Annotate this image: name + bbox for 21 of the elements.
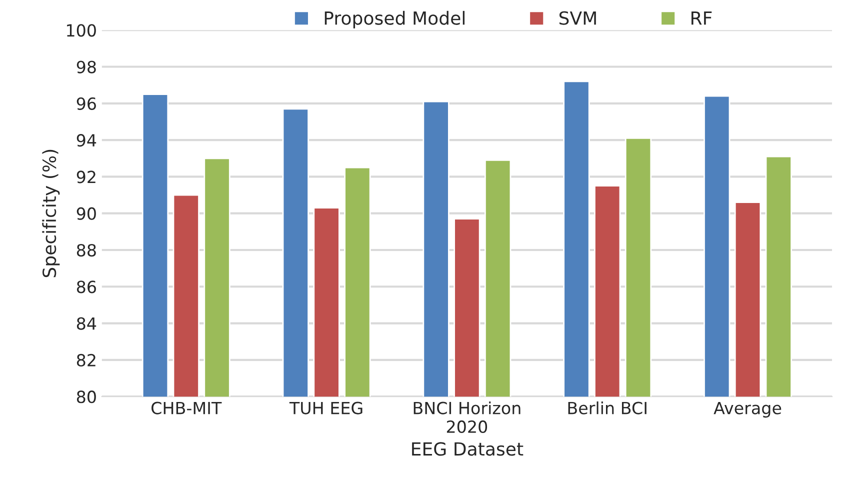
x-tick-label: Berlin BCI — [568, 401, 646, 414]
x-tick-label: CHB-MIT — [152, 402, 222, 414]
x-axis-title: EEG Dataset — [412, 442, 524, 456]
legend-label: RF — [692, 11, 712, 25]
y-tick-label: 96 — [76, 97, 96, 110]
y-tick-label: 94 — [76, 134, 96, 147]
x-tick-label: Average — [714, 402, 782, 418]
y-tick-label: 90 — [76, 207, 96, 220]
y-tick-label: 82 — [76, 354, 96, 367]
y-tick-label: 98 — [76, 60, 96, 74]
y-tick-label: 88 — [76, 244, 96, 257]
y-tick-label: 92 — [76, 170, 96, 184]
y-tick-label: 100 — [67, 24, 96, 37]
y-tick-label: 80 — [76, 390, 96, 404]
y-tick-label: 84 — [76, 317, 96, 330]
legend-label: Proposed Model — [324, 10, 464, 28]
x-tick-label: BNCI Horizon 2020 — [414, 401, 520, 434]
y-axis-title: Specificity (%) — [42, 150, 60, 278]
legend-label: SVM — [559, 11, 596, 25]
x-tick-label: TUH EEG — [289, 402, 362, 414]
y-tick-label: 86 — [76, 280, 96, 294]
